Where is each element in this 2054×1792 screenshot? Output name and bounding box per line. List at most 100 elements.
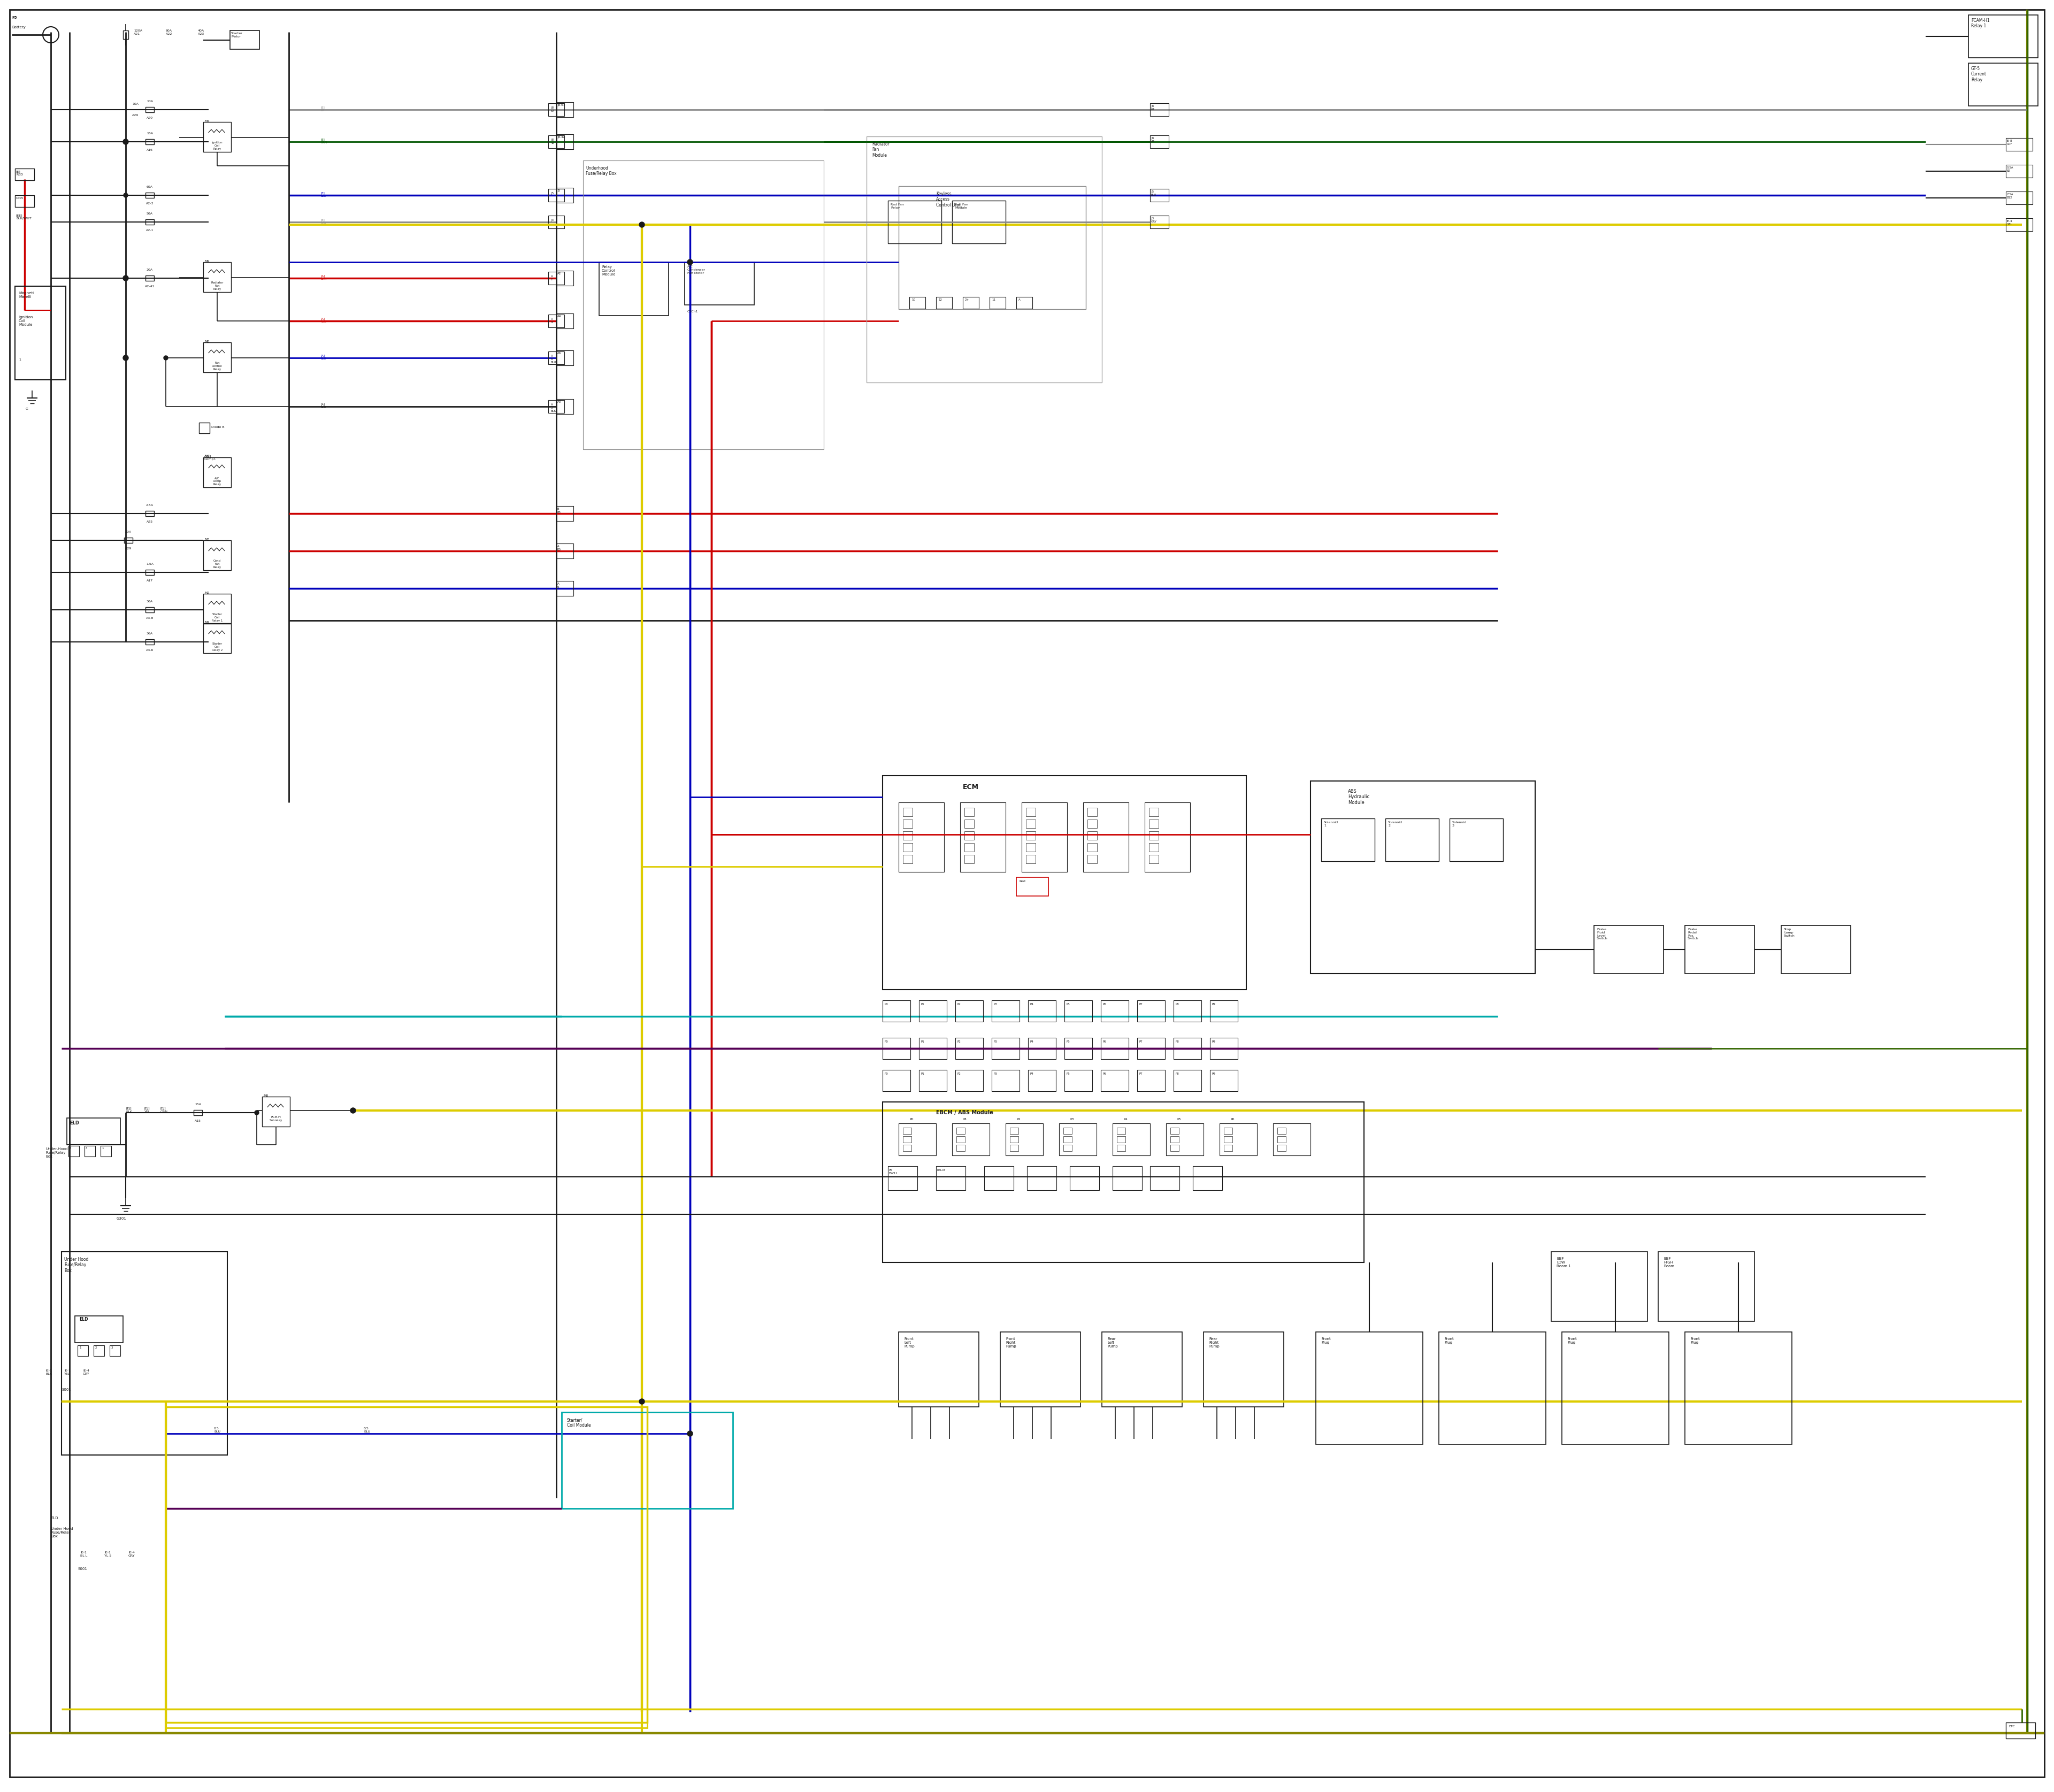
Bar — [1551, 1253, 1647, 1321]
Bar — [203, 122, 230, 152]
Bar — [203, 342, 230, 373]
Text: P4: P4 — [1124, 1118, 1128, 1120]
Circle shape — [164, 357, 168, 360]
Text: BBF
HIGH
Beam: BBF HIGH Beam — [1664, 1256, 1674, 1267]
Text: IE-1
BLK: IE-1 BLK — [45, 1369, 51, 1374]
Text: 11: 11 — [992, 299, 996, 301]
Bar — [1025, 819, 1035, 828]
Bar — [887, 1167, 918, 1190]
Text: Starter/
Coil Module: Starter/ Coil Module — [567, 1417, 592, 1428]
Text: 7.5A
B12: 7.5A B12 — [2007, 194, 2013, 199]
Text: Rear
Left
Pump: Rear Left Pump — [1107, 1337, 1117, 1348]
Bar — [146, 140, 154, 145]
Bar — [557, 134, 573, 149]
Bar — [1101, 1000, 1128, 1021]
Text: A2: A2 — [557, 272, 561, 274]
Bar — [1210, 1070, 1239, 1091]
Bar — [1224, 1136, 1232, 1143]
Text: M8: M8 — [263, 1095, 269, 1097]
Text: Fan
Control
Relay: Fan Control Relay — [212, 362, 222, 371]
Bar — [1171, 1127, 1179, 1134]
Text: Starter
Coil
Relay 1: Starter Coil Relay 1 — [212, 613, 222, 622]
Text: GT-5
Current
Relay: GT-5 Current Relay — [1972, 66, 1986, 82]
Text: A/C
Compr.: A/C Compr. — [203, 455, 216, 461]
Text: P0: P0 — [885, 1004, 887, 1005]
Bar — [94, 1346, 105, 1357]
Bar — [684, 262, 754, 305]
Bar — [883, 1038, 910, 1059]
Text: P5: P5 — [1066, 1041, 1070, 1043]
Bar — [557, 314, 573, 328]
Bar — [1684, 1331, 1791, 1444]
Text: IE-1
YL 5: IE-1 YL 5 — [105, 1552, 111, 1557]
Text: P7: P7 — [1140, 1004, 1142, 1005]
Bar — [965, 831, 974, 840]
Bar — [146, 219, 154, 224]
Bar — [1138, 1038, 1165, 1059]
Bar — [1144, 803, 1189, 873]
Bar — [203, 539, 230, 570]
Bar — [1384, 819, 1440, 862]
Bar — [904, 1145, 912, 1150]
Text: A
B5: A B5 — [557, 545, 561, 550]
Text: P0: P0 — [885, 1073, 887, 1075]
Bar — [2007, 1722, 2036, 1738]
Text: Solenoid
3: Solenoid 3 — [1452, 821, 1467, 826]
Bar — [1224, 1127, 1232, 1134]
Text: ABS
Hydraulic
Module: ABS Hydraulic Module — [1347, 788, 1370, 805]
Text: IE-4
GRY: IE-4 GRY — [82, 1369, 90, 1374]
Bar — [1064, 1070, 1093, 1091]
Text: FCAM-H1
Relay 1: FCAM-H1 Relay 1 — [1972, 18, 1990, 29]
Text: P1: P1 — [920, 1073, 924, 1075]
Bar — [1029, 1000, 1056, 1021]
Circle shape — [123, 194, 127, 197]
Bar — [1117, 1127, 1126, 1134]
Bar — [883, 1000, 910, 1021]
Bar — [965, 819, 974, 828]
Bar — [1148, 819, 1158, 828]
Bar — [1658, 1253, 1754, 1321]
Bar — [557, 543, 573, 559]
Bar — [955, 1070, 984, 1091]
Bar — [123, 30, 127, 39]
Bar — [1317, 1331, 1423, 1444]
Bar — [557, 188, 573, 202]
Bar — [984, 1167, 1013, 1190]
Bar — [1310, 781, 1534, 973]
Text: P5: P5 — [1177, 1118, 1181, 1120]
Bar — [918, 1038, 947, 1059]
Text: BBF
LOW
Beam 1: BBF LOW Beam 1 — [1557, 1256, 1571, 1267]
Bar — [1173, 1000, 1202, 1021]
Text: Brake
Fluid
Level
Switch: Brake Fluid Level Switch — [1596, 928, 1608, 941]
Bar — [1278, 1136, 1286, 1143]
Bar — [1117, 1136, 1126, 1143]
Bar — [193, 1109, 201, 1115]
Text: P7: P7 — [1140, 1073, 1142, 1075]
Bar — [1029, 1070, 1056, 1091]
Text: 2+: 2+ — [965, 299, 969, 301]
Text: M4: M4 — [203, 120, 210, 122]
Text: IE-8
CRY: IE-8 CRY — [2007, 140, 2013, 145]
Bar — [992, 1000, 1019, 1021]
Bar — [1148, 855, 1158, 864]
Bar — [1011, 1136, 1019, 1143]
Text: 36A: 36A — [146, 633, 152, 634]
Bar — [548, 188, 565, 202]
Text: M9: M9 — [203, 260, 210, 263]
Bar — [1113, 1124, 1150, 1156]
Text: ETC: ETC — [2009, 1726, 2015, 1727]
Text: Ignition
Coil
Relay: Ignition Coil Relay — [212, 142, 222, 151]
Text: ELD: ELD — [70, 1120, 80, 1125]
Bar — [1150, 136, 1169, 149]
Bar — [101, 1145, 111, 1156]
Text: P2: P2 — [1017, 1118, 1021, 1120]
Text: A25: A25 — [146, 520, 152, 523]
Text: F5: F5 — [12, 16, 16, 20]
Bar — [561, 1412, 733, 1509]
Text: P0: P0 — [910, 1118, 914, 1120]
Text: P6: P6 — [1230, 1118, 1234, 1120]
Text: 10A: 10A — [146, 100, 152, 102]
Text: ELD: ELD — [80, 1317, 88, 1322]
Text: Cond
Fan
Relay: Cond Fan Relay — [214, 559, 222, 568]
Bar — [557, 102, 573, 116]
